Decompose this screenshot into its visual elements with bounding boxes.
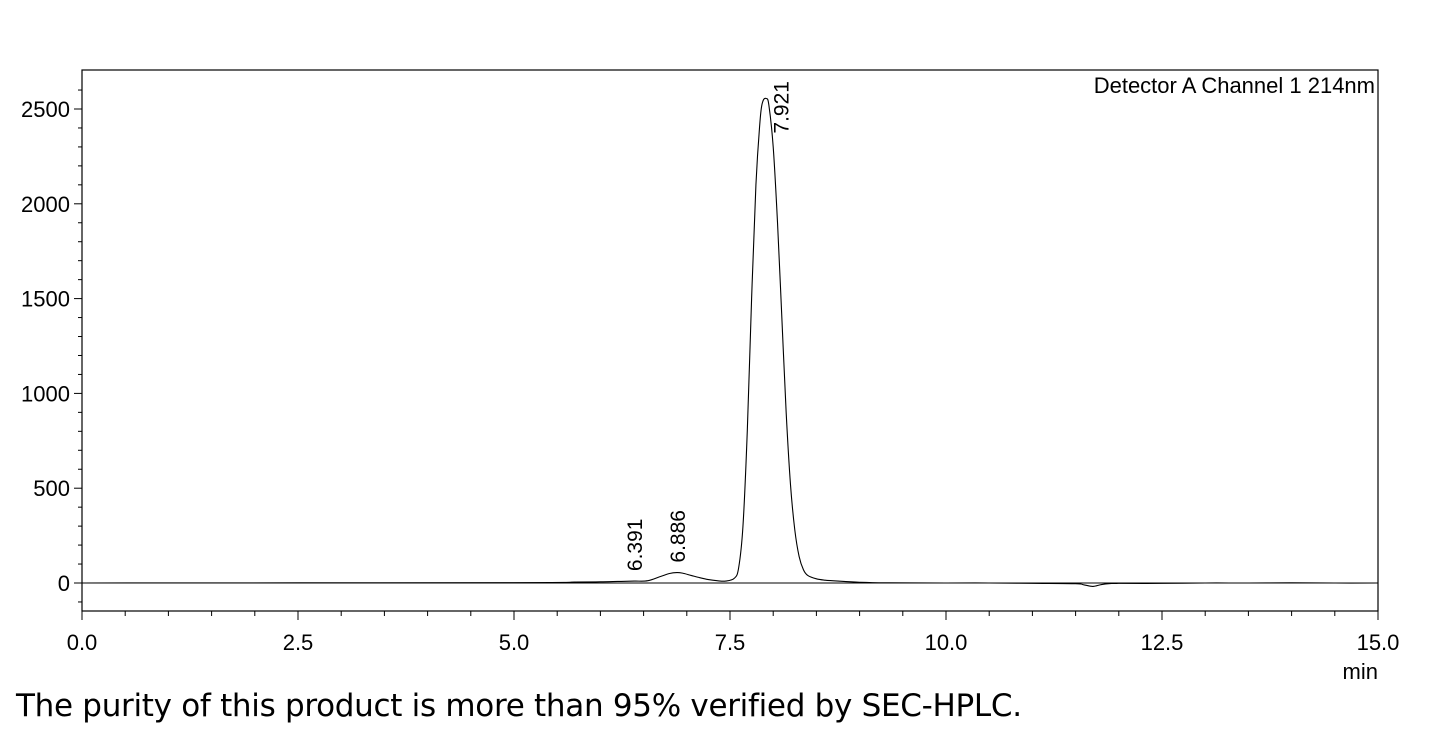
detector-label: Detector A Channel 1 214nm <box>1094 73 1375 98</box>
peak-label: 7.921 <box>770 81 793 134</box>
chromatogram-chart: 0 500 1000 1500 2000 2500 0.0 2.5 5.0 7.5 10.0 12.… <box>21 69 1400 684</box>
y-tick-label: 2500 <box>21 97 70 122</box>
x-tick-label: 0.0 <box>67 630 98 655</box>
purity-caption: The purity of this product is more than … <box>16 688 1022 724</box>
x-tick-label: 7.5 <box>715 630 746 655</box>
x-axis-ticks: 0.0 2.5 5.0 7.5 10.0 12.5 15.0 <box>67 611 1400 655</box>
y-tick-label: 500 <box>33 476 70 501</box>
y-tick-label: 2000 <box>21 192 70 217</box>
peak-labels: 6.391 6.886 7.921 <box>624 81 793 571</box>
chromatogram-trace <box>81 97 1379 587</box>
peak-label: 6.886 <box>667 510 690 563</box>
x-axis-unit: min <box>1343 659 1378 684</box>
y-tick-label: 1000 <box>21 381 70 406</box>
peak-label: 6.391 <box>624 519 647 572</box>
x-tick-label: 5.0 <box>499 630 530 655</box>
y-tick-label: 0 <box>58 571 70 596</box>
x-tick-label: 12.5 <box>1141 630 1184 655</box>
plot-frame <box>81 69 1379 612</box>
x-tick-label: 2.5 <box>283 630 314 655</box>
x-tick-label: 10.0 <box>925 630 968 655</box>
y-tick-label: 1500 <box>21 287 70 312</box>
x-tick-label: 15.0 <box>1357 630 1400 655</box>
y-axis-ticks: 0 500 1000 1500 2000 2500 <box>21 89 82 603</box>
